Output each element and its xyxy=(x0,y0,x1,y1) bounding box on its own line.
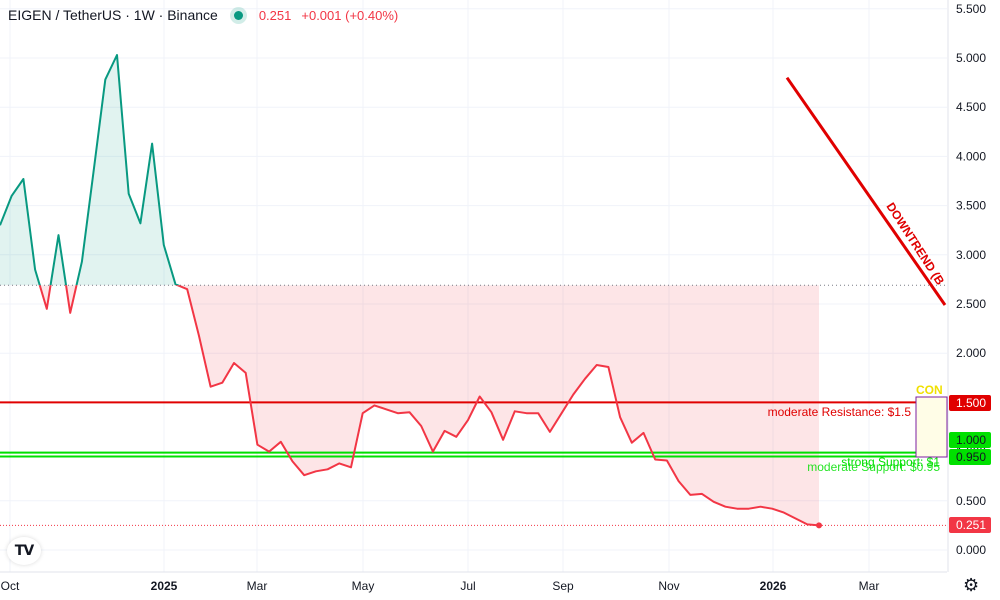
last-price: 0.251 xyxy=(258,7,292,23)
x-axis: Oct 2025 Mar May Jul Sep Nov 2026 Mar xyxy=(0,571,947,593)
x-tick-label: 2025 xyxy=(151,579,178,593)
x-tick-label: Oct xyxy=(1,579,20,593)
series-line-up xyxy=(0,54,181,286)
chart-legend: EIGEN / TetherUS · 1W · Binance 0.251 +0… xyxy=(8,7,398,23)
moderate-support-label: moderate Support: $0.95 xyxy=(807,460,940,474)
y-tick-label: 2.000 xyxy=(956,346,986,360)
x-tick-label: Sep xyxy=(552,579,574,593)
downtrend-label: DOWNTREND (B xyxy=(883,200,947,288)
annotation-box xyxy=(915,396,948,458)
resistance-label: moderate Resistance: $1.5 xyxy=(768,405,912,419)
series-line-down xyxy=(38,285,820,527)
tradingview-logo-icon[interactable]: TV xyxy=(7,537,41,565)
y-tick-label: 5.000 xyxy=(956,51,986,65)
x-tick-label: 2026 xyxy=(760,579,787,593)
grid xyxy=(0,0,947,572)
price-tag: 1.500 xyxy=(949,395,991,411)
downtrend-line xyxy=(785,76,947,306)
y-axis: 5.500 5.000 4.500 4.000 3.500 3.000 2.500 2.000… xyxy=(947,0,991,572)
gear-icon[interactable]: ⚙ xyxy=(963,575,980,596)
market-status-icon xyxy=(233,10,243,20)
price-tag: 1.000 xyxy=(949,432,991,448)
x-tick-label: Mar xyxy=(859,579,880,593)
x-tick-label: Mar xyxy=(247,579,268,593)
price-tag-label: 1.000 xyxy=(956,433,986,447)
price-tag-bg xyxy=(949,432,991,448)
y-tick-label: 3.500 xyxy=(956,199,986,213)
last-price-marker xyxy=(816,522,822,529)
area-below-baseline xyxy=(39,285,819,526)
y-tick-label: 0.000 xyxy=(956,543,986,557)
y-tick-label: 2.500 xyxy=(956,297,986,311)
strong-support-label: strong Support: $1 xyxy=(841,455,940,469)
y-tick-label: 0.500 xyxy=(956,494,986,508)
y-tick-label: 4.500 xyxy=(956,100,986,114)
y-tick-label: 5.500 xyxy=(956,2,986,16)
x-tick-label: Jul xyxy=(460,579,475,593)
price-tag-bg xyxy=(949,517,991,533)
price-tag: 0.251 xyxy=(949,517,991,533)
price-tag-bg xyxy=(949,449,991,465)
price-tag-label: 0.251 xyxy=(956,518,986,532)
con-label: CON xyxy=(916,383,943,397)
symbol-title[interactable]: EIGEN / TetherUS · 1W · Binance xyxy=(8,7,218,23)
price-tag-label: 0.950 xyxy=(956,450,986,464)
y-tick-label: 3.000 xyxy=(956,248,986,262)
price-tag: 0.950 xyxy=(949,449,991,465)
x-tick-label: May xyxy=(352,579,375,593)
y-tick-label: 4.000 xyxy=(956,149,986,163)
price-change: +0.001 (+0.40%) xyxy=(301,7,399,23)
price-tag-bg xyxy=(949,395,991,411)
x-tick-label: Nov xyxy=(658,579,679,593)
price-tag-label: 1.500 xyxy=(956,396,986,410)
